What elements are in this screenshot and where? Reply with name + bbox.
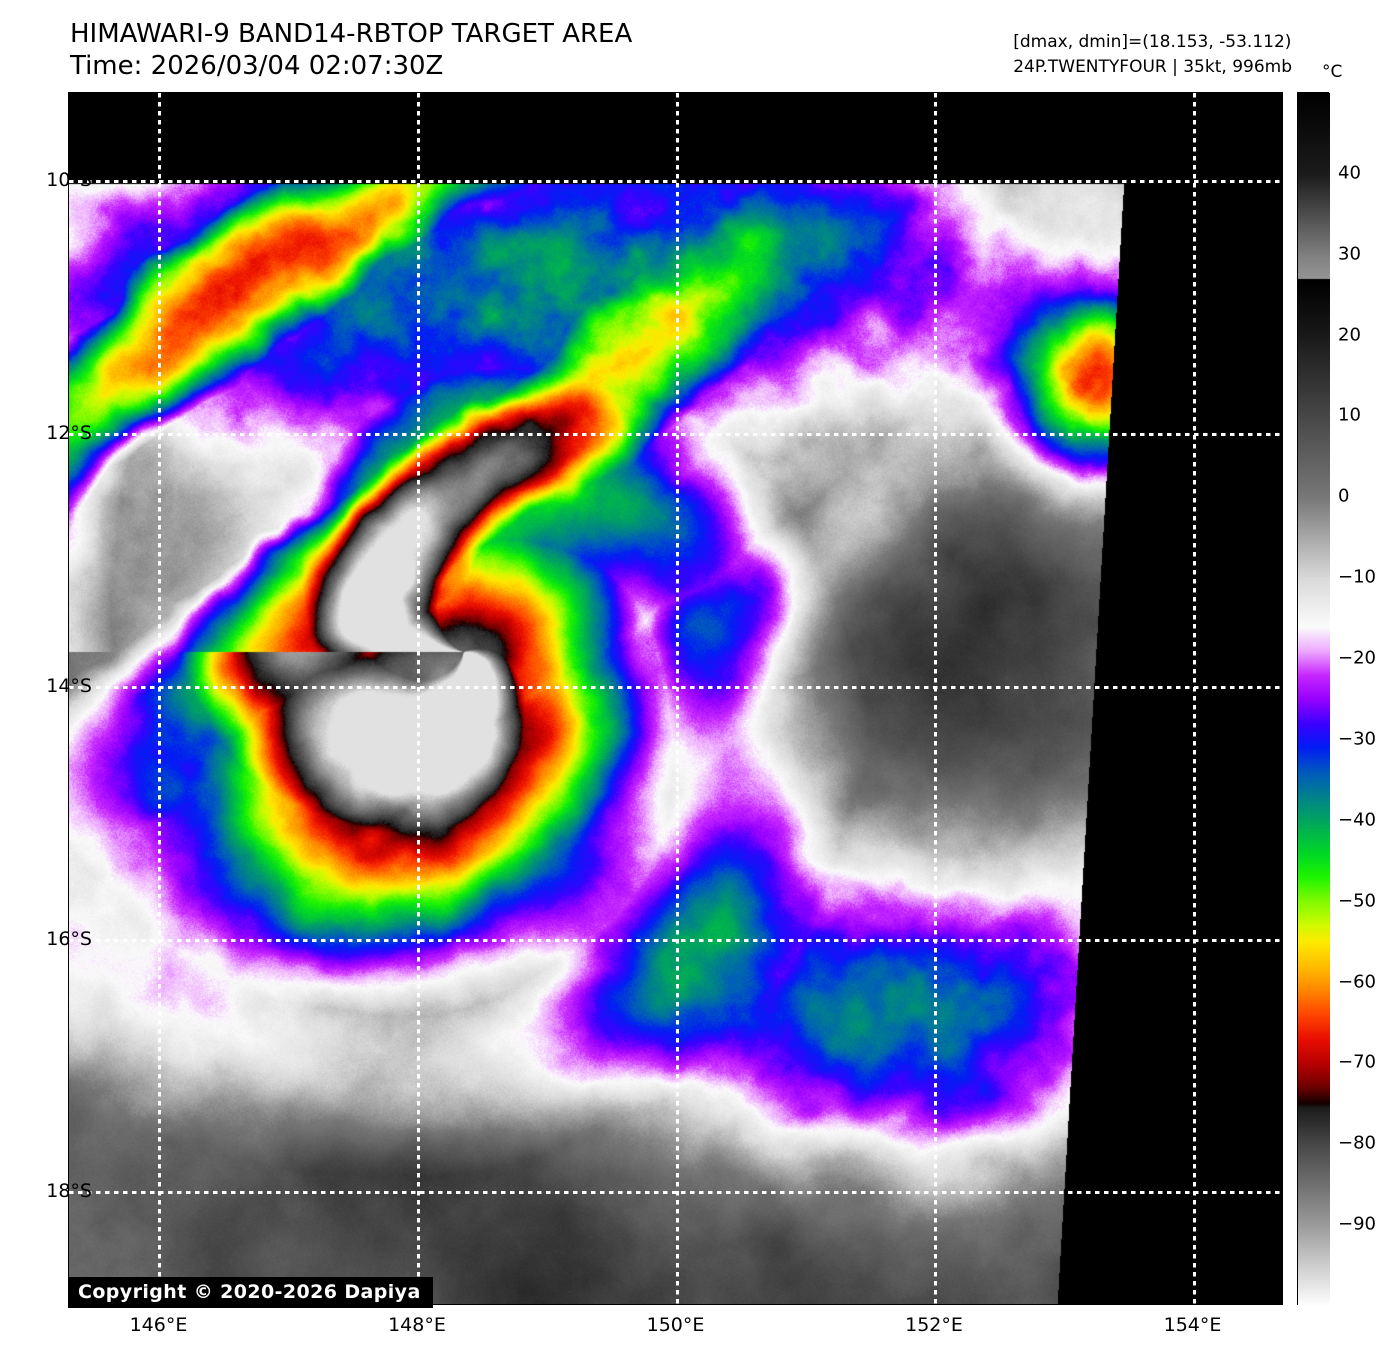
- latitude-tick-label: 16°S: [46, 927, 92, 950]
- colorbar-tick-label: 10: [1338, 404, 1361, 426]
- colorbar-tick-label: −50: [1338, 890, 1376, 912]
- longitude-tick-label: 146°E: [129, 1314, 188, 1336]
- dmax-dmin-label: [dmax, dmin]=(18.153, -53.112): [1013, 32, 1292, 52]
- satellite-image-plot: [68, 92, 1283, 1305]
- colorbar-tick-label: 30: [1338, 243, 1361, 265]
- colorbar-tick-label: −70: [1338, 1051, 1376, 1073]
- colorbar-tick-label: 20: [1338, 324, 1361, 346]
- storm-info-label: 24P.TWENTYFOUR | 35kt, 996mb: [1013, 57, 1292, 77]
- colorbar-tick-label: −30: [1338, 728, 1376, 750]
- colorbar-tick-label: −40: [1338, 809, 1376, 831]
- colorbar-tick-label: −20: [1338, 647, 1376, 669]
- latitude-tick-label: 12°S: [46, 422, 92, 445]
- latitude-tick-label: 10°S: [46, 169, 92, 192]
- longitude-tick-label: 148°E: [388, 1314, 446, 1336]
- colorbar-tick-label: −80: [1338, 1132, 1376, 1154]
- copyright-watermark: Copyright © 2020-2026 Dapiya: [68, 1277, 433, 1308]
- colorbar-tick-label: 0: [1338, 485, 1350, 507]
- colorbar-tick-label: −90: [1338, 1213, 1376, 1235]
- colorbar-tick-label: 40: [1338, 162, 1361, 184]
- satellite-imagery-canvas: [69, 93, 1282, 1304]
- timestamp-label: Time: 2026/03/04 02:07:30Z: [70, 51, 444, 81]
- colorbar: [1297, 92, 1330, 1306]
- latitude-tick-label: 14°S: [46, 674, 92, 697]
- title-block: HIMAWARI-9 BAND14-RBTOP TARGET AREA Time…: [70, 18, 632, 82]
- latitude-tick-label: 18°S: [46, 1180, 92, 1203]
- longitude-tick-label: 150°E: [646, 1314, 705, 1336]
- colorbar-gradient: [1298, 93, 1330, 1306]
- page-title: HIMAWARI-9 BAND14-RBTOP TARGET AREA: [70, 19, 633, 49]
- colorbar-tick-label: −60: [1338, 971, 1376, 993]
- colorbar-unit-label: °C: [1322, 62, 1343, 82]
- colorbar-tick-label: −10: [1338, 566, 1376, 588]
- metadata-block: [dmax, dmin]=(18.153, -53.112) 24P.TWENT…: [1013, 30, 1292, 80]
- longitude-tick-label: 154°E: [1163, 1314, 1222, 1336]
- longitude-tick-label: 152°E: [905, 1314, 963, 1336]
